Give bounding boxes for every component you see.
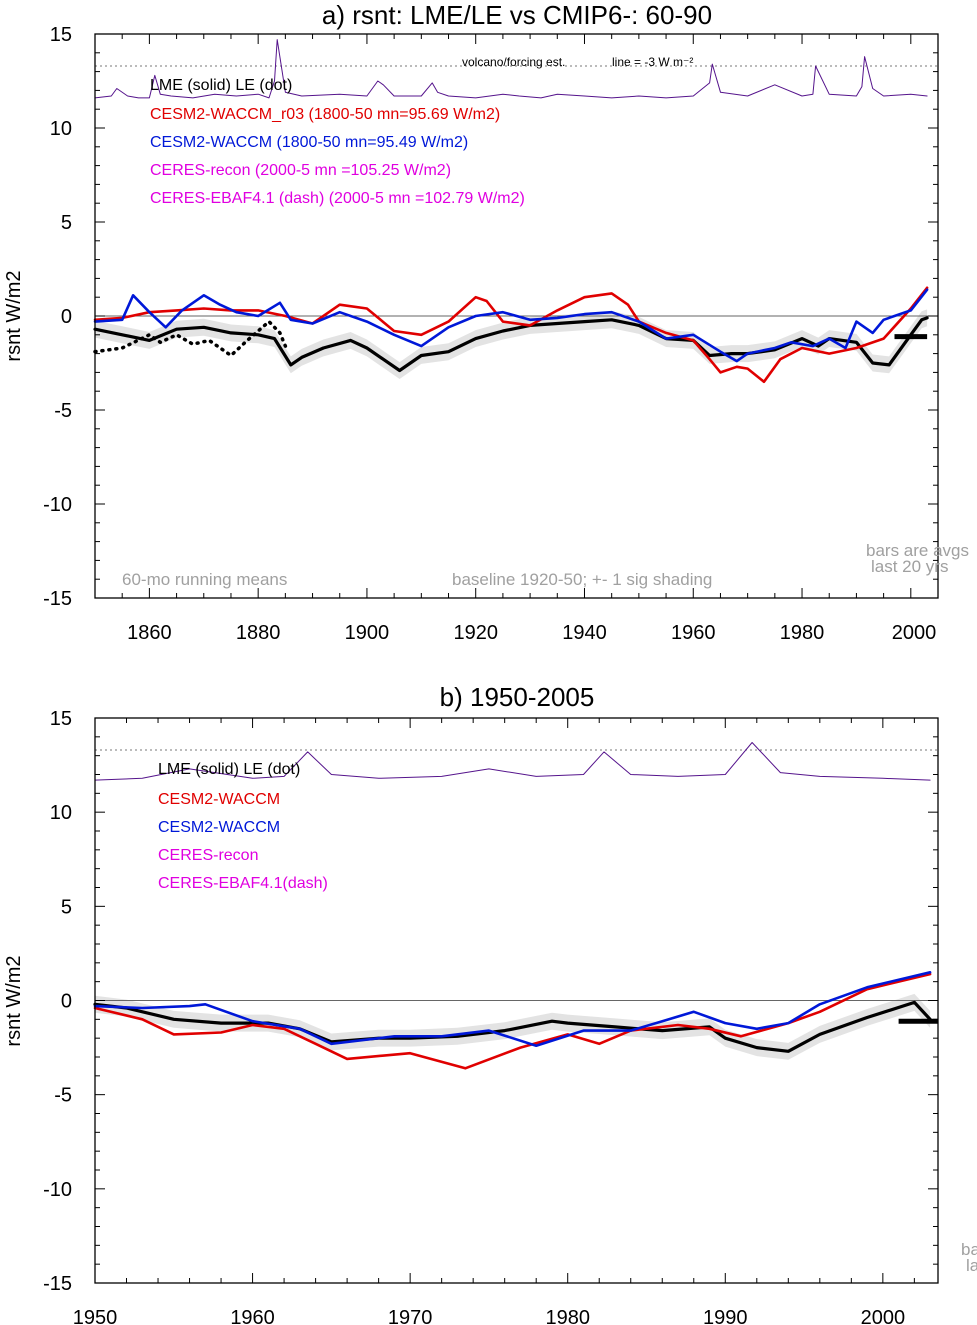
lme-sigma-band (95, 993, 931, 1060)
x-tick-label: 2000 (861, 1307, 906, 1325)
y-tick-label: 5 (61, 896, 72, 918)
x-tick-label: 1980 (545, 1307, 590, 1325)
panel-a-series (93, 39, 929, 384)
panel-a-ticks: -15 -10 -5 0 5 10 15 1860 1880 1900 1920 1940 1960 19… (43, 24, 939, 644)
panel-a-bars-note-2: last 20 yrs (871, 557, 948, 576)
panel-b-series (93, 742, 938, 1070)
panel-a-volcano-line-label: line = -3 W m⁻² (612, 55, 693, 69)
series-line-cesm2-waccm (93, 288, 929, 363)
panel-b-ticks: -15 -10 -5 0 5 10 15 1950 1960 1970 1980 1990 2000 (43, 708, 938, 1325)
panel-a-legend-lme-le: LME (solid) LE (dot) (150, 77, 292, 94)
y-tick-label: -10 (43, 494, 72, 516)
panel-b-legend-cesm2-waccm-red: CESM2-WACCM (158, 791, 280, 808)
panel-a-bars-note-1: bars are avgs (866, 541, 969, 560)
x-tick-label: 1920 (453, 622, 498, 644)
panel-a-y-axis-label: rsnt W/m2 (3, 270, 25, 361)
x-tick-label: 1960 (230, 1307, 275, 1325)
panel-b-bars-note-2: la (966, 1256, 977, 1275)
series-line-le (93, 319, 288, 358)
panel-a-volcano-label: volcano/forcing est. (462, 55, 565, 69)
panel-a-legend-cesm2-waccm: CESM2-WACCM (1800-50 mn=95.49 W/m2) (150, 134, 468, 151)
series-line-lme (93, 1000, 932, 1053)
panel-b-y-axis-label: rsnt W/m2 (3, 955, 25, 1046)
lme-sigma-band (95, 309, 928, 379)
x-tick-label: 1860 (127, 622, 172, 644)
panel-b: b) 1950-2005 rsnt W/m2 -15 -10 -5 0 5 10 15 195… (3, 682, 977, 1325)
y-tick-label: -5 (54, 400, 72, 422)
y-tick-label: -10 (43, 1179, 72, 1201)
panel-a-title: a) rsnt: LME/LE vs CMIP6-: 60-90 (322, 0, 712, 30)
y-tick-label: -15 (43, 588, 72, 610)
panel-a-baseline-note: baseline 1920-50; +- 1 sig shading (452, 570, 712, 589)
series-line-volcano (94, 39, 928, 99)
y-tick-label: -5 (54, 1085, 72, 1107)
panel-a-legend-ceres-ebaf: CERES-EBAF4.1 (dash) (2000-5 mn =102.79 … (150, 190, 525, 207)
panel-b-bars-note-1: ba (961, 1240, 977, 1259)
x-tick-label: 1950 (73, 1307, 118, 1325)
panel-b-reference-lines (95, 749, 938, 1001)
y-tick-label: 0 (61, 306, 72, 328)
y-tick-label: 10 (50, 802, 72, 824)
panel-b-legend-ceres-ebaf: CERES-EBAF4.1(dash) (158, 875, 328, 892)
y-tick-label: 5 (61, 212, 72, 234)
x-tick-label: 1970 (388, 1307, 433, 1325)
x-tick-label: 2000 (892, 622, 937, 644)
panel-a-legend-ceres-recon: CERES-recon (2000-5 mn =105.25 W/m2) (150, 162, 451, 179)
x-tick-label: 1990 (703, 1307, 748, 1325)
panel-b-legend-ceres-recon: CERES-recon (158, 847, 258, 864)
series-line-cesm2-waccm-r03 (93, 286, 929, 384)
x-tick-label: 1880 (236, 622, 281, 644)
y-tick-label: 0 (61, 991, 72, 1013)
y-tick-label: -15 (43, 1273, 72, 1295)
x-tick-label: 1900 (345, 622, 390, 644)
y-tick-label: 15 (50, 24, 72, 46)
panel-b-title: b) 1950-2005 (440, 682, 595, 712)
panel-a-running-mean-note: 60-mo running means (122, 570, 287, 589)
panel-a-legend-cesm2-waccm-r03: CESM2-WACCM_r03 (1800-50 mn=95.69 W/m2) (150, 106, 500, 123)
panel-b-sigma-shading (95, 993, 931, 1060)
panel-b-legend-cesm2-waccm-blue: CESM2-WACCM (158, 819, 280, 836)
series-line-cesm2-waccm-r03 (93, 972, 932, 1070)
series-line-volcano (94, 742, 931, 781)
panel-b-legend-lme-le: LME (solid) LE (dot) (158, 761, 300, 778)
panel-a-sigma-shading (95, 309, 928, 379)
x-tick-label: 1940 (562, 622, 607, 644)
panel-a: a) rsnt: LME/LE vs CMIP6-: 60-90 rsnt W/… (3, 0, 969, 644)
x-tick-label: 1960 (671, 622, 716, 644)
series-line-cesm2-waccm (93, 970, 932, 1047)
x-tick-label: 1980 (780, 622, 825, 644)
y-tick-label: 15 (50, 708, 72, 730)
y-tick-label: 10 (50, 118, 72, 140)
